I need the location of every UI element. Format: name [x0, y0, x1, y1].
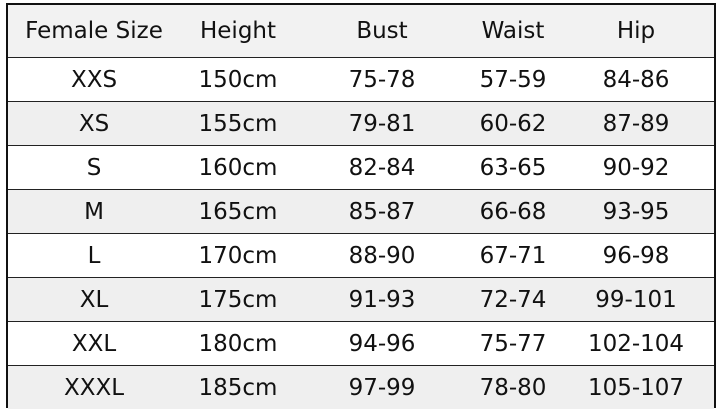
table-row: XS 155cm 79-81 60-62 87-89 [8, 101, 714, 145]
table-cell: XXS [70, 66, 118, 93]
table-cell: 78-80 [479, 374, 547, 401]
header-row: Female Size Height Bust Waist Hip [8, 5, 714, 57]
table-cell: 60-62 [479, 110, 547, 137]
table-row: L 170cm 88-90 67-71 96-98 [8, 233, 714, 277]
table-cell: 99-101 [595, 286, 677, 313]
table-cell: 160cm [198, 154, 278, 181]
column-header: Female Size [25, 18, 163, 44]
table-cell: 72-74 [479, 286, 547, 313]
table-cell: 57-59 [479, 66, 547, 93]
table-cell: 91-93 [348, 286, 416, 313]
table-cell: 102-104 [587, 330, 685, 357]
table-cell: 165cm [198, 198, 278, 225]
table-cell: XL [79, 286, 109, 313]
table-cell: 88-90 [348, 242, 416, 269]
table-cell: 87-89 [602, 110, 670, 137]
table-cell: 85-87 [348, 198, 416, 225]
table-cell: 82-84 [348, 154, 416, 181]
table-cell: 185cm [198, 374, 278, 401]
table-cell: 97-99 [348, 374, 416, 401]
table-cell: 66-68 [479, 198, 547, 225]
column-header: Bust [356, 18, 408, 44]
table-row: XXXL 185cm 97-99 78-80 105-107 [8, 365, 714, 409]
table-row: XL 175cm 91-93 72-74 99-101 [8, 277, 714, 321]
table-cell: 63-65 [479, 154, 547, 181]
table-row: S 160cm 82-84 63-65 90-92 [8, 145, 714, 189]
table-cell: 75-77 [479, 330, 547, 357]
table-cell: 180cm [198, 330, 278, 357]
table-row: XXL 180cm 94-96 75-77 102-104 [8, 321, 714, 365]
table-cell: 105-107 [587, 374, 685, 401]
table-cell: L [87, 242, 101, 269]
column-header: Height [199, 18, 277, 44]
table-cell: 84-86 [602, 66, 670, 93]
table-cell: 67-71 [479, 242, 547, 269]
table-cell: 170cm [198, 242, 278, 269]
table-cell: XXL [71, 330, 117, 357]
table-cell: 79-81 [348, 110, 416, 137]
table-cell: 96-98 [602, 242, 670, 269]
table-row: XXS 150cm 75-78 57-59 84-86 [8, 57, 714, 101]
size-chart-table: Female Size Height Bust Waist Hip XXS 150cm 75-… [6, 3, 716, 409]
table-row: M 165cm 85-87 66-68 93-95 [8, 189, 714, 233]
table-cell: 175cm [198, 286, 278, 313]
table-cell: XXXL [63, 374, 125, 401]
table-cell: 75-78 [348, 66, 416, 93]
table-cell: XS [78, 110, 110, 137]
table-cell: S [86, 154, 102, 181]
table-cell: 150cm [198, 66, 278, 93]
table-cell: 93-95 [602, 198, 670, 225]
column-header: Hip [616, 18, 656, 44]
table-cell: 155cm [198, 110, 278, 137]
table-cell: 90-92 [602, 154, 670, 181]
table-cell: 94-96 [348, 330, 416, 357]
column-header: Waist [481, 18, 545, 44]
table-cell: M [84, 198, 104, 225]
